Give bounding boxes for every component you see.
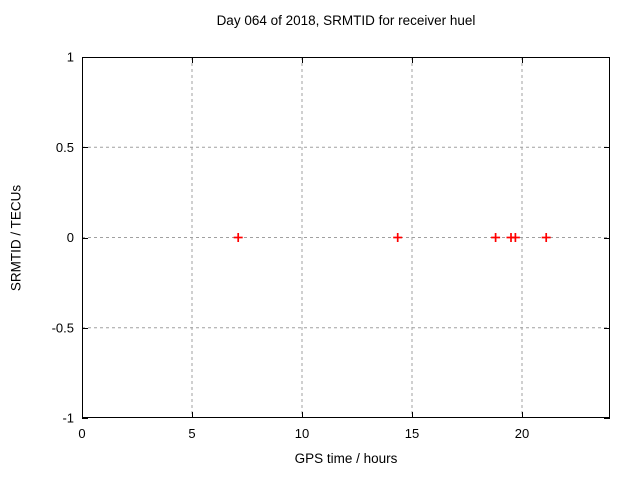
y-tick-label: 0 — [67, 230, 74, 245]
chart-title: Day 064 of 2018, SRMTID for receiver hue… — [216, 13, 476, 28]
x-tick-label: 15 — [405, 426, 419, 441]
x-tick-label: 5 — [188, 426, 195, 441]
y-tick-label: -1 — [62, 411, 74, 426]
plot-border — [82, 57, 610, 418]
y-tick-label: 1 — [67, 50, 74, 65]
x-axis-label: GPS time / hours — [294, 451, 398, 466]
y-tick-label: -0.5 — [52, 320, 74, 335]
x-tick-label: 10 — [295, 426, 309, 441]
x-tick-label: 0 — [78, 426, 85, 441]
y-tick-label: 0.5 — [56, 140, 74, 155]
x-tick-label: 20 — [515, 426, 529, 441]
